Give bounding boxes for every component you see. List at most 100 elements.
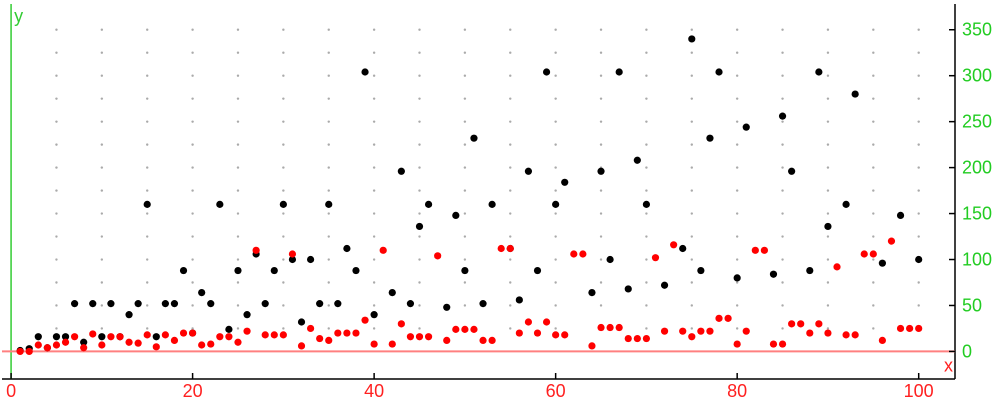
grid-dot [872,166,875,169]
grid-dot [100,281,104,284]
grid-dot [55,120,58,123]
data-point [80,338,88,346]
grid-dot [191,120,194,123]
grid-dot [690,258,693,261]
grid-dot [100,166,104,169]
grid-dot [191,281,194,284]
grid-dot [645,258,648,261]
grid-dot [463,235,467,238]
grid-dot [917,212,920,215]
grid-dot [645,120,648,123]
grid-dot [100,120,104,123]
grid-dot [690,189,693,192]
grid-dot [418,327,421,330]
grid-dot [554,235,557,238]
grid-dot [463,212,467,215]
grid-dot [146,74,149,77]
data-point [316,334,324,343]
data-point [697,266,705,275]
grid-dot [191,258,194,261]
grid-dot [826,51,830,54]
grid-dot [826,327,830,330]
grid-dot [327,235,330,238]
grid-dot [872,327,875,330]
data-point [851,331,859,339]
grid-dot [917,304,920,307]
grid-dot [418,189,421,192]
data-point [887,237,896,245]
grid-dot [191,166,194,169]
grid-dot [781,327,784,330]
data-point [161,331,169,339]
grid-dot [372,74,376,77]
data-point [143,200,151,208]
grid-dot [917,51,920,54]
grid-dot [55,28,58,31]
data-point [552,200,560,208]
data-point [833,263,841,271]
data-point [896,211,905,219]
grid-dot [100,143,104,146]
grid-dot [100,97,104,100]
grid-dot [917,143,920,146]
data-point [842,200,850,208]
data-point [234,338,242,346]
grid-dot [599,212,603,215]
grid-dot [509,189,512,192]
grid-dot [327,28,330,31]
data-point [842,331,850,339]
grid-dot [781,189,784,192]
grid-dot [509,304,512,307]
data-point [234,266,242,275]
data-point [352,329,360,337]
data-point [406,333,415,341]
grid-dot [463,143,467,146]
grid-dot [735,212,739,215]
grid-dot [690,28,693,31]
grid-dot [735,166,739,169]
data-point [89,330,97,338]
data-point [869,250,877,258]
data-point [606,255,614,264]
grid-dot [917,120,920,123]
data-point [207,300,215,308]
grid-dot [826,281,830,284]
data-point [52,341,61,349]
data-point [524,167,533,175]
grid-dot [463,74,467,77]
grid-dot [599,304,603,307]
grid-dot [372,97,376,100]
grid-dot [826,120,830,123]
data-point [706,327,714,335]
grid-dot [282,281,285,284]
data-point [470,134,478,142]
data-point [533,266,542,275]
axes [2,4,956,380]
grid-dot [418,120,421,123]
data-point [806,266,814,275]
data-point [851,90,859,98]
grid-dot [146,166,149,169]
grid-dot [826,166,830,169]
grid-dot [645,304,648,307]
grid-dot [327,51,330,54]
grid-dot [191,189,194,192]
grid-dot [236,143,240,146]
data-point [896,324,905,333]
grid-dot [781,74,784,77]
data-point [824,222,832,231]
grid-dot [282,28,285,31]
data-point [624,285,632,293]
grid-dot [100,258,104,261]
grid-dot [781,97,784,100]
grid-dot [463,28,467,31]
data-point [424,200,433,208]
data-point [34,333,42,341]
grid-dot [645,51,648,54]
data-point [43,344,51,352]
grid-dot [327,304,330,307]
grid-dot [735,74,739,77]
grid-dot [191,212,194,215]
grid-dot [236,281,240,284]
grid-dot [372,28,376,31]
